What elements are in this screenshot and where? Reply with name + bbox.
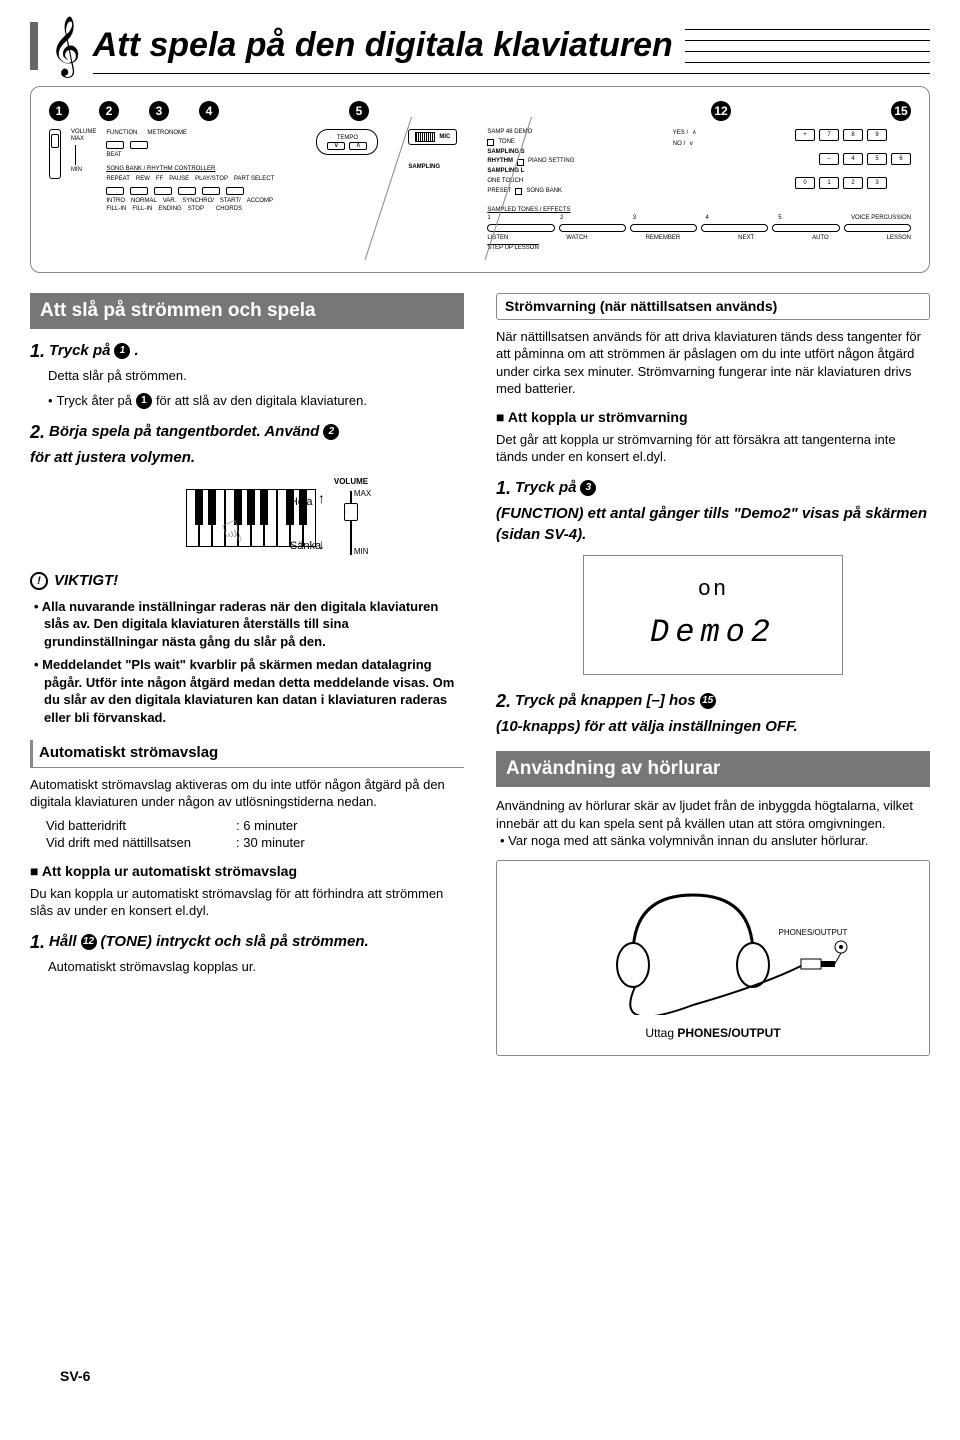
sampling-label: SAMPLING [408, 163, 457, 171]
tempo-control: TEMPO ∨ ∧ [316, 129, 378, 155]
disable-warning-text: Det går att koppla ur strömvarning för a… [496, 431, 930, 466]
callout-15: 15 [891, 101, 911, 121]
important-bullet-1: Alla nuvarande inställningar raderas när… [44, 598, 464, 651]
songbank-controller-label: SONG BANK / RHYTHM CONTROLLER [106, 165, 286, 173]
treble-clef-icon: 𝄞 [50, 20, 81, 72]
section-headphones: Användning av hörlurar [496, 751, 930, 787]
callout-4: 4 [199, 101, 219, 121]
stepup-label: STEP UP LESSON [487, 244, 911, 252]
tempo-up-icon: ∧ [349, 142, 367, 150]
auto-off-text: Automatiskt strömavslag aktiveras om du … [30, 776, 464, 811]
panel-left-cluster: VOLUME MAX MIN FUNCTION METRONOME BEAT S… [49, 129, 286, 214]
right-step-1: 1. Tryck på 3 (FUNCTION) ett antal gånge… [496, 476, 930, 545]
step-1: 1. Tryck på 1 . [30, 339, 464, 363]
callout-3: 3 [149, 101, 169, 121]
panel-right-cluster: SAMP 48 DEMO TONE SAMPLING S RHYTHMPIANO… [487, 129, 911, 252]
volume-label: VOLUME [71, 129, 96, 136]
numeric-keypad: + 7 8 9 – 4 5 6 0 1 2 3 [795, 129, 911, 198]
headphones-bullet: Var noga med att sänka volymnivån innan … [510, 832, 930, 850]
right-step-2: 2. Tryck på knappen [–] hos 15 (10-knapp… [496, 689, 930, 738]
headphone-diagram: PHONES/OUTPUT Uttag PHONES/OUTPUT [496, 860, 930, 1056]
mic-grill-icon [415, 132, 435, 142]
tempo-down-icon: ∨ [327, 142, 345, 150]
headphones-icon: PHONES/OUTPUT [563, 875, 863, 1015]
callout-5: 5 [349, 101, 369, 121]
lcd-display: on Demo2 [583, 555, 843, 675]
function-label: FUNCTION [106, 129, 137, 137]
svg-text:PHONES/OUTPUT: PHONES/OUTPUT [779, 928, 848, 937]
ref-12-icon: 12 [81, 934, 97, 950]
ref-2-icon: 2 [323, 424, 339, 440]
auto-off-times: Vid batteridrift: 6 minuter Vid drift me… [46, 817, 464, 852]
disable-auto-off-text: Du kan koppla ur automatiskt strömavslag… [30, 885, 464, 920]
callout-1: 1 [49, 101, 69, 121]
right-column: Strömvarning (när nättillsatsen används)… [496, 293, 930, 1066]
page-title: Att spela på den digitala klaviaturen [93, 23, 685, 69]
left-column: Att slå på strömmen och spela 1. Tryck p… [30, 293, 464, 1066]
staff-title: Att spela på den digitala klaviaturen [93, 23, 930, 69]
ref-1b-icon: 1 [136, 393, 152, 409]
power-warning-heading: Strömvarning (när nättillsatsen används) [496, 293, 930, 320]
headphones-text: Användning av hörlurar skär av ljudet fr… [496, 797, 930, 832]
important-heading: ! VIKTIGT! [30, 571, 464, 591]
power-switch [49, 129, 61, 179]
callout-2: 2 [99, 101, 119, 121]
callout-12: 12 [711, 101, 731, 121]
auto-step-1-sub: Automatiskt strömavslag kopplas ur. [48, 958, 464, 976]
headphone-caption: Uttag PHONES/OUTPUT [511, 1025, 915, 1041]
lcd-demo2-text: Demo2 [650, 611, 776, 654]
page-title-row: 𝄞 Att spela på den digitala klaviaturen [30, 20, 930, 72]
metronome-label: METRONOME [147, 129, 187, 137]
title-bar [30, 22, 38, 70]
disable-auto-off-heading: Att koppla ur automatiskt strömavslag [30, 862, 464, 881]
ref-1-icon: 1 [114, 343, 130, 359]
page-number: SV-6 [60, 1367, 90, 1386]
max-label: MAX [71, 136, 96, 143]
auto-step-1: 1. Håll 12 (TONE) intryckt och slå på st… [30, 930, 464, 954]
control-panel-diagram: 1 2 3 4 5 12 15 VOLUME MAX MIN FUNCTION [30, 86, 930, 273]
volume-slider-demo: VOLUME Höja Sänka ↑ ↓ MAX MIN [334, 477, 368, 560]
beat-label: BEAT [106, 151, 286, 159]
ref-3-icon: 3 [580, 480, 596, 496]
lcd-on-text: on [698, 575, 728, 605]
step-1-sub: Detta slår på strömmen. [48, 367, 464, 385]
mic-label: MIC [439, 133, 450, 141]
step-2: 2. Börja spela på tangentbordet. Använd … [30, 420, 464, 469]
auto-off-heading: Automatiskt strömavslag [30, 740, 464, 767]
sampled-tones-label: SAMPLED TONES / EFFECTS [487, 206, 911, 214]
disable-warning-heading: Att koppla ur strömvarning [496, 408, 930, 427]
min-label: MIN [71, 167, 96, 174]
important-icon: ! [30, 572, 48, 590]
section-power-on: Att slå på strömmen och spela [30, 293, 464, 329]
mic-section: MIC SAMPLING [408, 129, 457, 171]
vol-down-label: Sänka [290, 539, 321, 554]
power-warning-text: När nättillsatsen används för att driva … [496, 328, 930, 398]
ref-15-icon: 15 [700, 693, 716, 709]
important-bullet-2: Meddelandet "Pls wait" kvarblir på skärm… [44, 656, 464, 726]
volume-demo: ☟ VOLUME Höja Sänka ↑ ↓ MAX MIN [90, 477, 464, 560]
